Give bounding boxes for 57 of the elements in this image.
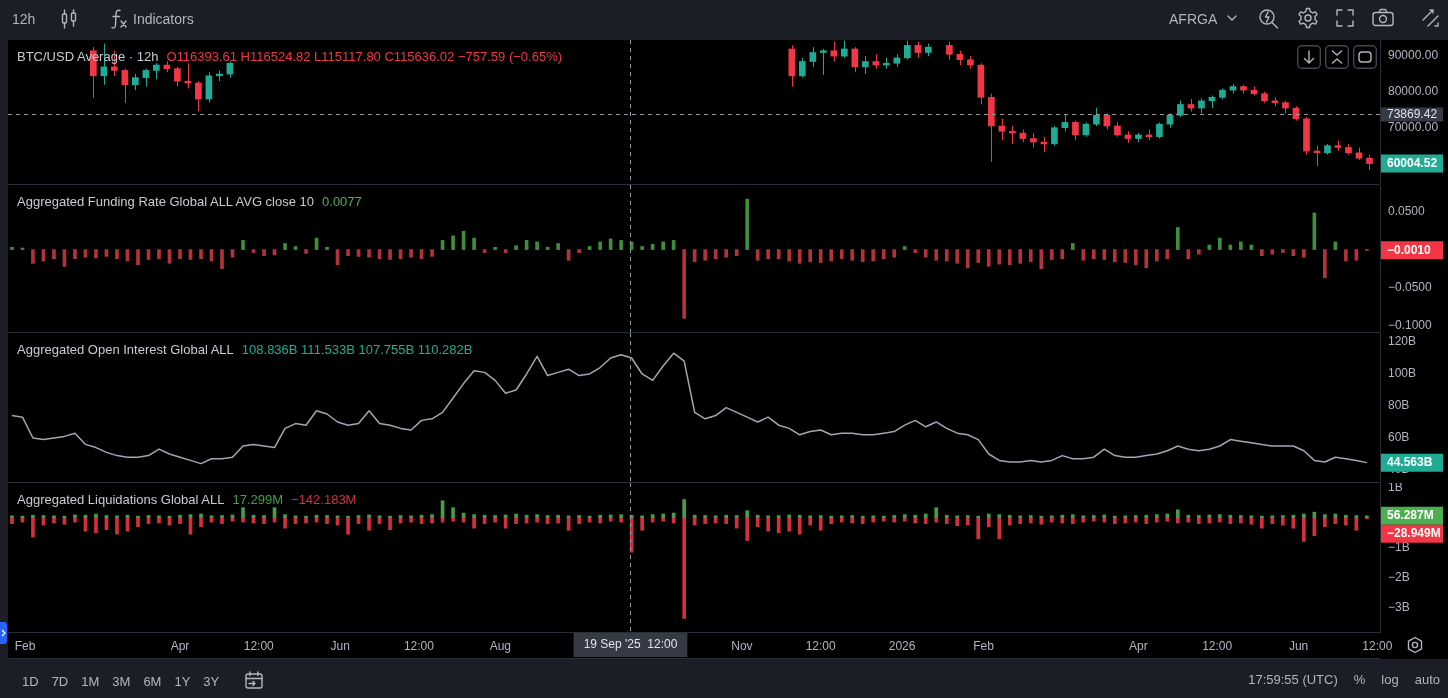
text: 56.287M (1387, 508, 1434, 523)
text: 7D (51, 674, 69, 690)
y-tick-label: 0.0500 (1388, 203, 1426, 218)
x-tick-label: Apr (1129, 638, 1148, 653)
text: 1D (22, 674, 39, 690)
text: Indicators (133, 11, 194, 27)
text: log (1381, 672, 1399, 688)
y-tick-label: −1B (1388, 540, 1410, 555)
y-tick-label: −0.0500 (1388, 280, 1433, 295)
text: 17:59:55 (UTC) (1248, 672, 1338, 688)
text: O116393.61 H116524.82 L115117.80 C115636.02 −757.59 (−0.65%) (166, 49, 563, 64)
x-tick-label: 12:00 (243, 638, 275, 653)
text: 3M (112, 674, 131, 690)
text: 12h (12, 11, 36, 27)
y-tick-label: −3B (1388, 600, 1410, 615)
text: 44.563B (1387, 454, 1433, 469)
x-tick-label: Nov (731, 638, 753, 653)
x-tick-label: 12:00 (1202, 638, 1233, 653)
x-tick-label: Jun (330, 638, 350, 653)
x-tick-label: Apr (170, 638, 190, 653)
text: 6M (143, 674, 162, 690)
x-tick-label: Aug (489, 638, 512, 653)
text: AFRGA (1169, 11, 1218, 27)
text: 0.0077 (322, 194, 362, 209)
text: Aggregated Liquidations Global ALL (17, 492, 225, 507)
y-tick-label: 70000.00 (1388, 120, 1439, 135)
x-tick-label: Jun (1288, 638, 1309, 653)
text: 1Y (174, 674, 191, 690)
text: 3Y (203, 674, 220, 690)
y-tick-label: −2B (1388, 570, 1410, 585)
text: 108.836B 111.533B 107.755B 110.282B (241, 342, 473, 357)
text: Aggregated Funding Rate Global ALL AVG close 10 (17, 194, 315, 209)
text: Aggregated Open Interest Global ALL (17, 342, 234, 357)
text: % (1353, 672, 1366, 688)
y-tick-label: 80000.00 (1388, 84, 1439, 99)
y-tick-label: 1B (1388, 479, 1403, 494)
text: −28.949M (1387, 526, 1441, 541)
text: 60004.52 (1387, 155, 1438, 170)
x-tick-label: Feb (973, 638, 995, 653)
text: −0.0010 (1387, 242, 1432, 257)
x-tick-label: 12:00 (403, 638, 435, 653)
text: 1M (81, 674, 100, 690)
x-tick-label: 2026 (888, 638, 916, 653)
ref-line-label: 73869.42 (1387, 106, 1438, 121)
x-tick-label: 12:00 (805, 638, 837, 653)
y-tick-label: 80B (1388, 398, 1410, 413)
series-label: 17.299M (232, 492, 284, 507)
ref-line-label: 19 Sep '25 12:00 (583, 637, 678, 652)
y-tick-label: −0.1000 (1388, 318, 1433, 333)
x-tick-label: Feb (14, 638, 36, 653)
y-tick-label: 60B (1388, 430, 1410, 445)
y-tick-label: 100B (1388, 366, 1417, 381)
x-tick-label: 12:00 (1362, 638, 1393, 653)
series-label: −142.183M (291, 492, 357, 507)
y-tick-label: 90000.00 (1388, 48, 1439, 63)
text: auto (1414, 672, 1440, 688)
y-tick-label: 120B (1388, 334, 1417, 349)
